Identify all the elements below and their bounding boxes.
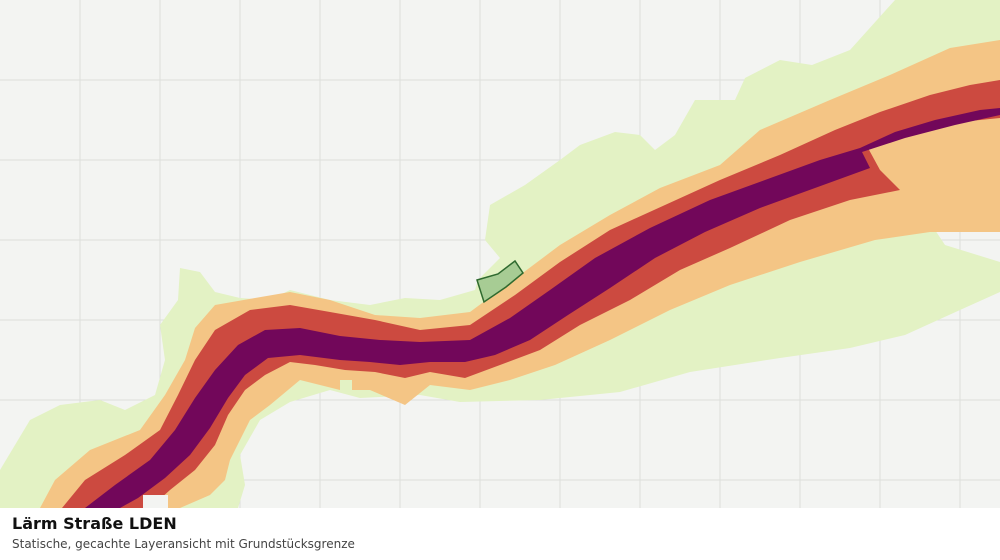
layer-title: Lärm Straße LDEN bbox=[12, 514, 177, 533]
map-view[interactable] bbox=[0, 0, 1000, 508]
legend-panel: Lärm Straße LDEN Statische, gecachte Lay… bbox=[0, 508, 1000, 560]
map-gap bbox=[340, 380, 352, 390]
noise-map-svg bbox=[0, 0, 1000, 508]
noise-zone-medium bbox=[40, 40, 1000, 508]
noise-zone-very-high bbox=[85, 108, 1000, 508]
layer-subtitle: Statische, gecachte Layeransicht mit Gru… bbox=[12, 537, 355, 551]
parcel-boundary[interactable] bbox=[476, 259, 525, 304]
map-gap bbox=[143, 495, 168, 508]
